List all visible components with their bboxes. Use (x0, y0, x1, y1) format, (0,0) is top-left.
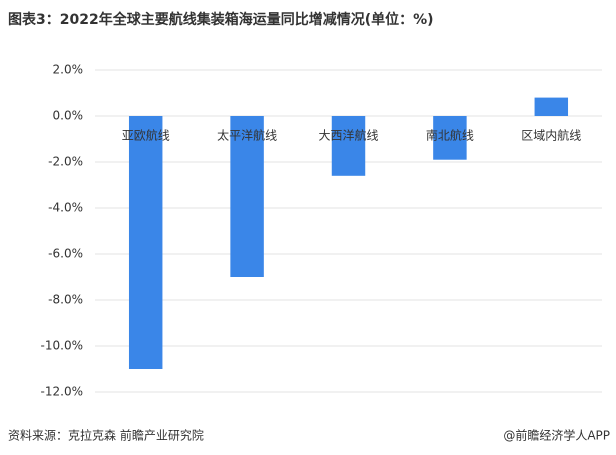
y-tick-label: -10.0% (41, 339, 83, 353)
bar (230, 116, 264, 277)
y-tick-label: -4.0% (48, 201, 83, 215)
bar (534, 97, 569, 116)
bar (331, 116, 366, 176)
y-tick-label: -12.0% (41, 385, 83, 399)
bar (433, 116, 467, 160)
y-tick-label: 0.0% (53, 109, 84, 123)
y-tick-label: -2.0% (48, 155, 83, 169)
y-tick-label: -6.0% (48, 247, 83, 261)
chart-title: 图表3：2022年全球主要航线集装箱海运量同比增减情况(单位：%) (8, 11, 434, 28)
x-tick-label: 南北航线 (426, 128, 474, 143)
x-tick-label: 区域内航线 (521, 128, 581, 143)
credit: @前瞻经济学人APP (503, 428, 610, 443)
source: 资料来源：克拉克森 前瞻产业研究院 (8, 428, 204, 443)
y-tick-label: 2.0% (53, 63, 84, 77)
x-tick-label: 太平洋航线 (217, 128, 277, 143)
y-tick-label: -8.0% (48, 293, 83, 307)
x-tick-label: 大西洋航线 (318, 128, 378, 143)
x-tick-label: 亚欧航线 (122, 128, 170, 143)
bar (128, 116, 163, 369)
